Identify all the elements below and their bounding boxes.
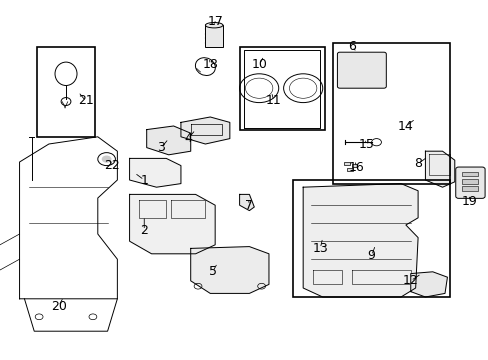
- Bar: [461, 186, 477, 191]
- Polygon shape: [425, 151, 454, 187]
- Ellipse shape: [205, 23, 223, 28]
- Polygon shape: [190, 247, 268, 293]
- Text: 3: 3: [157, 141, 165, 154]
- Polygon shape: [239, 194, 254, 211]
- Bar: [293, 180, 449, 297]
- Text: 10: 10: [251, 58, 266, 71]
- Text: 16: 16: [348, 161, 364, 174]
- Text: 7: 7: [245, 199, 253, 212]
- Bar: [239, 47, 325, 130]
- Polygon shape: [181, 117, 229, 144]
- Polygon shape: [410, 272, 447, 297]
- Text: 4: 4: [184, 132, 192, 145]
- Text: 9: 9: [367, 249, 375, 262]
- Bar: [461, 179, 477, 184]
- Text: 17: 17: [207, 15, 223, 28]
- Polygon shape: [129, 194, 215, 254]
- Polygon shape: [129, 158, 181, 187]
- Bar: [461, 172, 477, 176]
- Bar: [332, 43, 449, 184]
- Text: 5: 5: [208, 265, 216, 278]
- Text: 21: 21: [78, 94, 93, 107]
- Text: 2: 2: [140, 224, 148, 237]
- Bar: [346, 168, 352, 171]
- FancyBboxPatch shape: [337, 52, 386, 88]
- Circle shape: [102, 156, 111, 163]
- Text: 6: 6: [347, 40, 355, 53]
- Text: 19: 19: [461, 195, 476, 208]
- Polygon shape: [146, 126, 190, 155]
- Text: 12: 12: [402, 274, 418, 287]
- Text: 1: 1: [140, 174, 148, 186]
- Bar: [37, 47, 95, 137]
- Text: 22: 22: [104, 159, 120, 172]
- FancyBboxPatch shape: [455, 167, 484, 198]
- Text: 18: 18: [202, 58, 218, 71]
- Text: 13: 13: [312, 242, 327, 255]
- Bar: [205, 25, 223, 47]
- Text: 20: 20: [51, 300, 66, 312]
- Text: 14: 14: [397, 120, 413, 132]
- Bar: [351, 164, 357, 167]
- Text: 11: 11: [265, 94, 281, 107]
- Text: 8: 8: [413, 157, 421, 170]
- Text: 15: 15: [358, 138, 374, 150]
- Polygon shape: [303, 184, 417, 297]
- Bar: [344, 162, 349, 165]
